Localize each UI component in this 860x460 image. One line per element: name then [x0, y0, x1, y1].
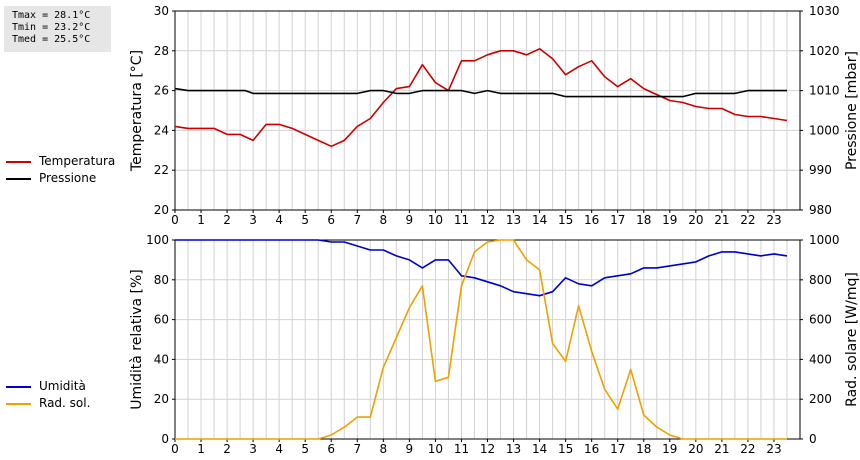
x-tick-label: 15 [558, 442, 573, 456]
y2-tick-label: 980 [809, 203, 832, 217]
x-tick-label: 0 [171, 442, 179, 456]
tmax-text: Tmax = 28.1°C [12, 10, 91, 21]
y-axis-title: Temperatura [°C] [129, 50, 145, 172]
x-tick-label: 12 [480, 213, 495, 227]
x-tick-label: 6 [327, 213, 335, 227]
y-tick-label: 0 [161, 432, 169, 446]
x-tick-label: 23 [766, 213, 781, 227]
x-tick-label: 11 [454, 442, 469, 456]
y-tick-label: 100 [146, 233, 169, 247]
legend-label-temperatura: Temperatura [39, 154, 116, 168]
y2-tick-label: 800 [809, 273, 832, 287]
y-tick-label: 40 [154, 352, 169, 366]
x-tick-label: 18 [636, 213, 651, 227]
y2-tick-label: 1020 [809, 44, 840, 58]
y-tick-label: 20 [154, 203, 169, 217]
x-tick-label: 16 [584, 213, 599, 227]
x-tick-label: 5 [301, 442, 309, 456]
legend-swatch-pressione [6, 178, 31, 180]
y2-tick-label: 1000 [809, 233, 840, 247]
x-tick-label: 21 [714, 213, 729, 227]
legend-swatch-rad-sol [6, 403, 31, 405]
x-tick-label: 3 [249, 442, 257, 456]
y2-axis-title: Pressione [mbar] [844, 51, 860, 170]
x-tick-label: 16 [584, 442, 599, 456]
y-tick-label: 30 [154, 4, 169, 18]
x-tick-label: 19 [662, 442, 677, 456]
series-line-pressione [174, 87, 787, 98]
x-tick-label: 2 [223, 442, 231, 456]
x-tick-label: 7 [353, 213, 361, 227]
x-tick-label: 9 [406, 442, 414, 456]
y-tick-label: 24 [154, 123, 169, 137]
stats-box: Tmax = 28.1°C Tmin = 23.2°C Tmed = 25.5°… [4, 6, 111, 52]
y2-tick-label: 600 [809, 313, 832, 327]
x-tick-label: 6 [327, 442, 335, 456]
x-tick-label: 13 [506, 213, 521, 227]
x-tick-label: 14 [532, 442, 547, 456]
x-tick-label: 9 [406, 213, 414, 227]
series-line-umidit [175, 239, 788, 297]
x-tick-label: 22 [740, 442, 755, 456]
x-tick-label: 19 [662, 213, 677, 227]
x-tick-label: 1 [197, 442, 205, 456]
x-tick-label: 15 [558, 213, 573, 227]
y2-tick-label: 400 [809, 352, 832, 366]
x-tick-label: 23 [766, 442, 781, 456]
x-tick-label: 11 [454, 213, 469, 227]
y2-tick-label: 1030 [809, 4, 840, 18]
x-tick-label: 2 [223, 213, 231, 227]
x-tick-label: 17 [610, 213, 625, 227]
y2-tick-label: 0 [809, 432, 817, 446]
tmin-text: Tmin = 23.2°C [12, 22, 91, 33]
y-tick-label: 20 [154, 392, 169, 406]
x-tick-label: 12 [480, 442, 495, 456]
x-tick-label: 18 [636, 442, 651, 456]
legend-label-umidita: Umidità [39, 379, 86, 393]
y2-tick-label: 200 [809, 392, 832, 406]
y2-tick-label: 1010 [809, 84, 840, 98]
x-tick-label: 20 [688, 442, 703, 456]
x-tick-label: 17 [610, 442, 625, 456]
x-tick-label: 10 [428, 442, 443, 456]
x-tick-label: 4 [275, 213, 283, 227]
x-tick-label: 5 [301, 213, 309, 227]
x-tick-label: 1 [197, 213, 205, 227]
x-tick-label: 8 [380, 442, 388, 456]
y-tick-label: 28 [154, 44, 169, 58]
tmed-text: Tmed = 25.5°C [12, 34, 91, 45]
chart-bottom [172, 239, 803, 442]
series-line-temperatura [174, 47, 788, 148]
chart-top [172, 10, 803, 213]
legend-swatch-umidita [6, 386, 31, 388]
x-tick-label: 7 [353, 442, 361, 456]
y2-axis-title: Rad. solare [W/mq] [844, 272, 860, 407]
x-tick-label: 13 [506, 442, 521, 456]
x-tick-label: 0 [171, 213, 179, 227]
x-tick-label: 22 [740, 213, 755, 227]
x-tick-label: 21 [714, 442, 729, 456]
y-axis-title: Umidità relativa [%] [129, 269, 145, 410]
y-tick-label: 60 [154, 313, 169, 327]
x-tick-label: 3 [249, 213, 257, 227]
y2-tick-label: 990 [809, 163, 832, 177]
x-tick-label: 8 [380, 213, 388, 227]
y2-tick-label: 1000 [809, 123, 840, 137]
x-tick-label: 4 [275, 442, 283, 456]
y-tick-label: 26 [154, 84, 169, 98]
legend-swatch-temperatura [6, 161, 31, 163]
x-tick-label: 14 [532, 213, 547, 227]
x-tick-label: 20 [688, 213, 703, 227]
y-tick-label: 80 [154, 273, 169, 287]
series-line-rad-sol [175, 239, 787, 440]
y-tick-label: 22 [154, 163, 169, 177]
legend-label-pressione: Pressione [39, 171, 97, 185]
legend-label-rad-sol: Rad. sol. [39, 396, 91, 410]
x-tick-label: 10 [428, 213, 443, 227]
